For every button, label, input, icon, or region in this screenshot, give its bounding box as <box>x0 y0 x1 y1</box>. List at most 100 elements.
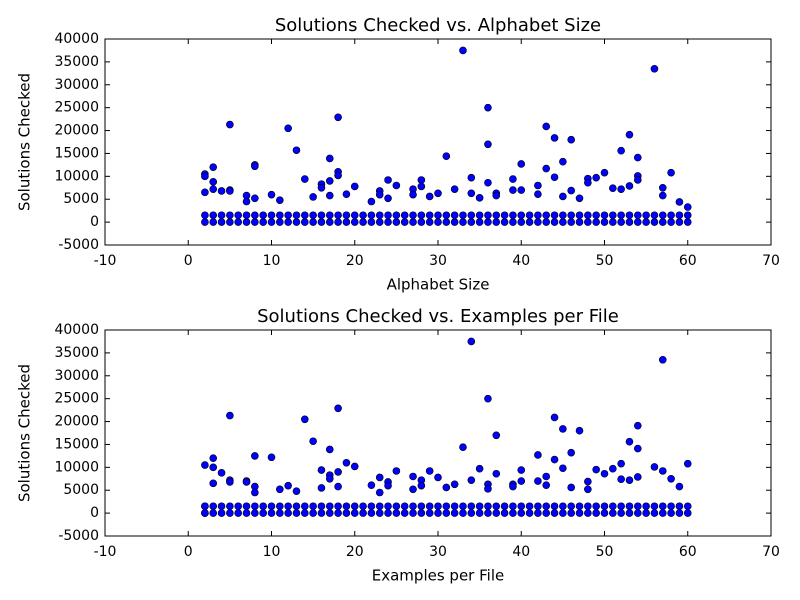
scatter-point <box>300 509 309 517</box>
y-tick-label: 5000 <box>63 482 99 498</box>
scatter-point <box>542 481 551 489</box>
scatter-point <box>609 218 617 226</box>
scatter-point <box>251 211 259 220</box>
scatter-point <box>317 218 326 226</box>
scatter-point <box>367 509 376 517</box>
scatter-point <box>450 509 459 517</box>
scatter-point <box>534 477 542 485</box>
scatter-point <box>559 509 567 517</box>
scatter-point <box>567 135 576 144</box>
y-tick-label: 25000 <box>54 100 99 116</box>
scatter-point <box>484 509 492 517</box>
scatter-point <box>417 211 426 220</box>
y-tick-label: 20000 <box>54 123 99 139</box>
scatter-point <box>384 211 392 220</box>
scatter-point <box>492 218 501 226</box>
scatter-point <box>492 469 501 478</box>
scatter-point <box>475 502 484 511</box>
scatter-point <box>475 509 484 517</box>
scatter-point <box>592 465 600 474</box>
scatter-point <box>201 188 209 197</box>
scatter-point <box>384 218 392 226</box>
scatter-point <box>484 218 492 226</box>
x-tick-label: 0 <box>184 253 193 269</box>
scatter-point <box>584 502 592 511</box>
x-tick-label: 10 <box>263 544 281 560</box>
scatter-point <box>658 191 667 200</box>
scatter-point <box>584 485 592 494</box>
x-tick-label: 10 <box>263 253 281 269</box>
scatter-point <box>359 211 367 220</box>
scatter-point <box>400 502 409 511</box>
scatter-point <box>217 211 226 220</box>
scatter-point <box>367 197 376 206</box>
scatter-point <box>317 484 326 492</box>
scatter-point <box>500 218 509 226</box>
scatter-point <box>450 218 459 226</box>
scatter-point <box>209 502 218 511</box>
scatter-point <box>209 463 218 472</box>
scatter-point <box>284 509 292 517</box>
scatter-point <box>201 502 209 511</box>
scatter-point <box>367 502 376 511</box>
scatter-point <box>517 502 526 511</box>
scatter-point <box>517 211 526 220</box>
scatter-point <box>234 509 242 517</box>
scatter-point <box>617 509 625 517</box>
scatter-point <box>633 153 642 162</box>
scatter-point <box>234 211 242 220</box>
scatter-point <box>434 211 442 220</box>
scatter-point <box>375 211 384 220</box>
scatter-point <box>633 502 642 511</box>
scatter-point <box>500 509 509 517</box>
scatter-point <box>300 415 309 424</box>
y-tick-label: 20000 <box>54 414 99 430</box>
scatter-point <box>492 211 501 220</box>
scatter-point <box>609 184 617 193</box>
scatter-point <box>242 478 251 486</box>
scatter-point <box>559 211 567 220</box>
scatter-point <box>226 120 234 129</box>
scatter-point <box>625 211 634 220</box>
scatter-point <box>609 464 617 473</box>
scatter-point <box>484 140 492 149</box>
scatter-point <box>559 425 567 433</box>
scatter-point <box>567 218 576 226</box>
scatter-point <box>342 211 351 220</box>
scatter-point <box>459 211 467 220</box>
scatter-point <box>609 211 617 220</box>
scatter-point <box>425 218 434 226</box>
scatter-point <box>450 211 459 220</box>
scatter-point <box>325 502 334 511</box>
scatter-point <box>442 502 451 511</box>
plot-area <box>201 46 692 226</box>
scatter-point <box>325 509 334 517</box>
scatter-point <box>259 211 267 220</box>
scatter-point <box>209 163 218 171</box>
scatter-point <box>509 175 517 183</box>
x-tick-label: 50 <box>596 544 614 560</box>
scatter-point <box>459 443 467 451</box>
scatter-point <box>317 183 326 192</box>
scatter-point <box>467 502 476 511</box>
scatter-point <box>534 211 542 220</box>
scatter-point <box>550 502 559 511</box>
scatter-point <box>392 467 401 475</box>
y-tick-label: -5000 <box>58 237 99 253</box>
scatter-point <box>650 463 659 471</box>
scatter-point <box>259 509 267 517</box>
scatter-point <box>575 426 584 435</box>
x-tick-label: 20 <box>346 253 364 269</box>
scatter-point <box>325 474 334 483</box>
scatter-point <box>658 218 667 226</box>
scatter-point <box>633 444 642 453</box>
scatter-point <box>259 218 267 226</box>
scatter-point <box>617 459 625 468</box>
scatter-point <box>609 509 617 517</box>
scatter-point <box>683 211 692 220</box>
scatter-point <box>434 502 442 511</box>
scatter-point <box>575 211 584 220</box>
scatter-point <box>534 190 542 198</box>
scatter-point <box>675 502 684 511</box>
y-tick-label: 10000 <box>54 168 99 184</box>
